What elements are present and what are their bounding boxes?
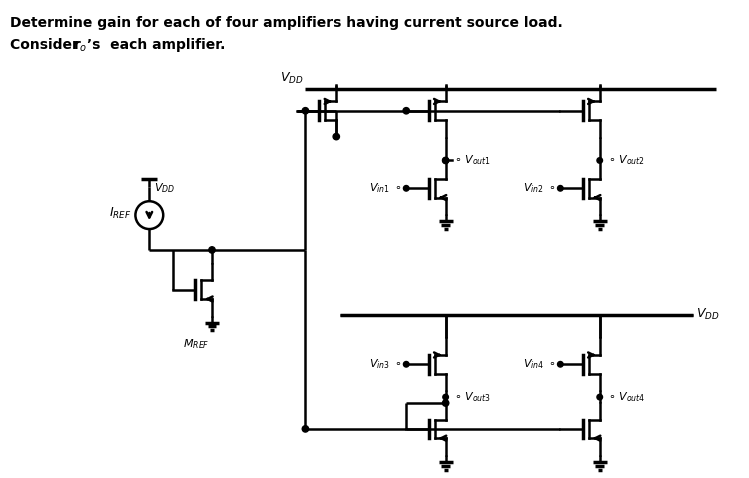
Text: $V_{in1}\ \circ$: $V_{in1}\ \circ$ [369, 181, 402, 195]
Text: ’s  each amplifier.: ’s each amplifier. [87, 38, 225, 52]
Circle shape [443, 158, 449, 163]
Circle shape [443, 157, 449, 163]
Text: $\circ\ V_{out1}$: $\circ\ V_{out1}$ [454, 153, 491, 167]
Circle shape [443, 400, 449, 406]
Circle shape [404, 361, 409, 367]
Circle shape [303, 426, 309, 432]
Text: Determine gain for each of four amplifiers having current source load.: Determine gain for each of four amplifie… [10, 16, 563, 30]
Text: $I_{REF}$: $I_{REF}$ [109, 206, 131, 221]
Text: $V_{DD}$: $V_{DD}$ [154, 181, 175, 195]
Text: $\circ\ V_{out3}$: $\circ\ V_{out3}$ [454, 390, 491, 404]
Text: $V_{in4}\ \circ$: $V_{in4}\ \circ$ [524, 358, 557, 371]
Text: Consider: Consider [10, 38, 84, 52]
Circle shape [403, 108, 410, 114]
Circle shape [443, 394, 449, 400]
Text: $M_{REF}$: $M_{REF}$ [183, 337, 209, 351]
Text: $V_{in3}\ \circ$: $V_{in3}\ \circ$ [369, 358, 402, 371]
Text: r$_o$: r$_o$ [73, 38, 88, 54]
Circle shape [333, 133, 339, 140]
Circle shape [557, 361, 563, 367]
Text: $V_{in2}\ \circ$: $V_{in2}\ \circ$ [524, 181, 557, 195]
Text: $V_{DD}$: $V_{DD}$ [280, 71, 303, 86]
Text: $\circ\ V_{out4}$: $\circ\ V_{out4}$ [607, 390, 645, 404]
Circle shape [209, 247, 215, 253]
Circle shape [597, 394, 602, 400]
Circle shape [404, 185, 409, 191]
Text: $\circ\ V_{out2}$: $\circ\ V_{out2}$ [607, 153, 645, 167]
Circle shape [557, 185, 563, 191]
Text: $V_{DD}$: $V_{DD}$ [696, 307, 720, 322]
Circle shape [303, 108, 309, 114]
Circle shape [597, 158, 602, 163]
